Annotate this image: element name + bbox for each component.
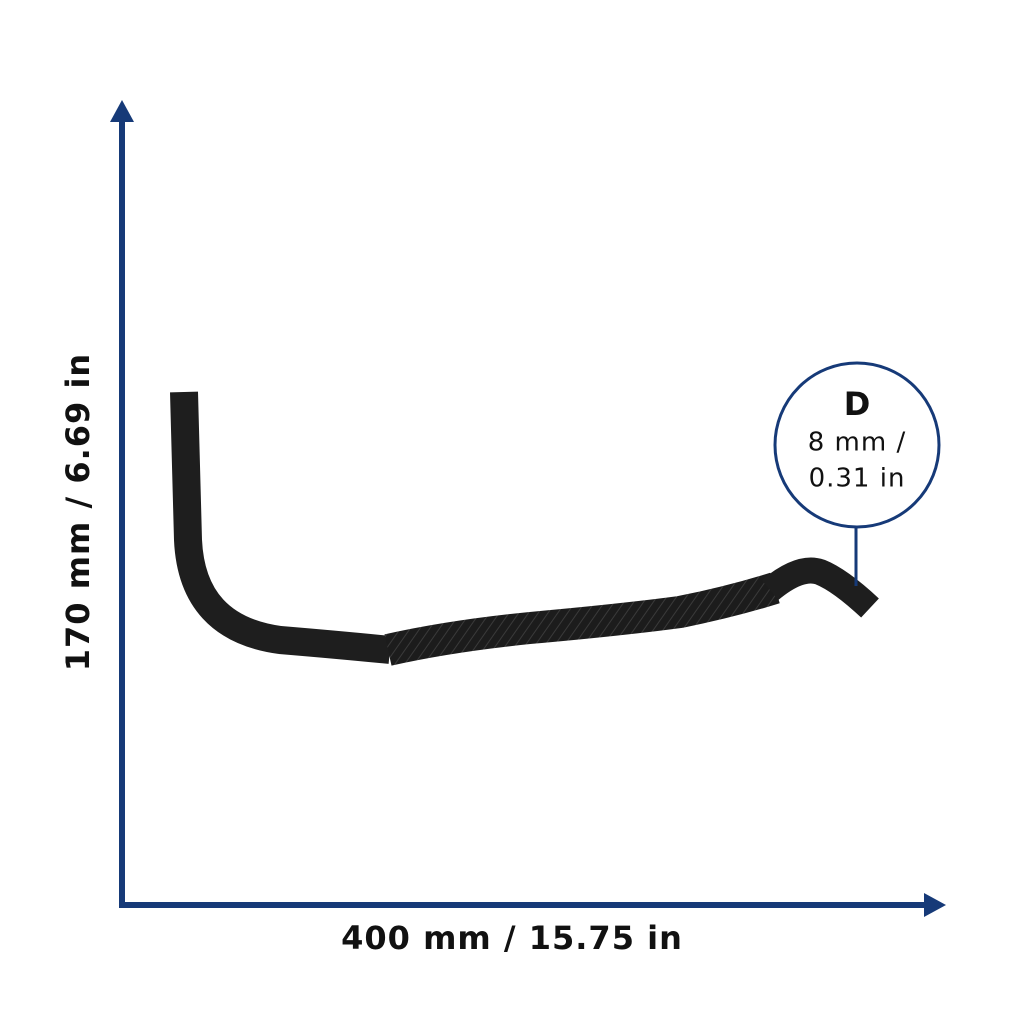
- callout-circle: [773, 361, 941, 529]
- axes: [119, 112, 932, 908]
- height-label: 170 mm / 6.69 in: [59, 353, 97, 671]
- diameter-mm: 8 mm /: [808, 428, 907, 458]
- hose-plain: [170, 391, 392, 664]
- arrow-up: [110, 100, 134, 122]
- diameter-letter: D: [844, 385, 871, 423]
- arrow-right: [924, 893, 946, 917]
- hose-end: [761, 557, 879, 618]
- diameter-in: 0.31 in: [809, 464, 906, 494]
- hose-braided: [384, 572, 780, 666]
- width-label: 400 mm / 15.75 in: [341, 919, 683, 957]
